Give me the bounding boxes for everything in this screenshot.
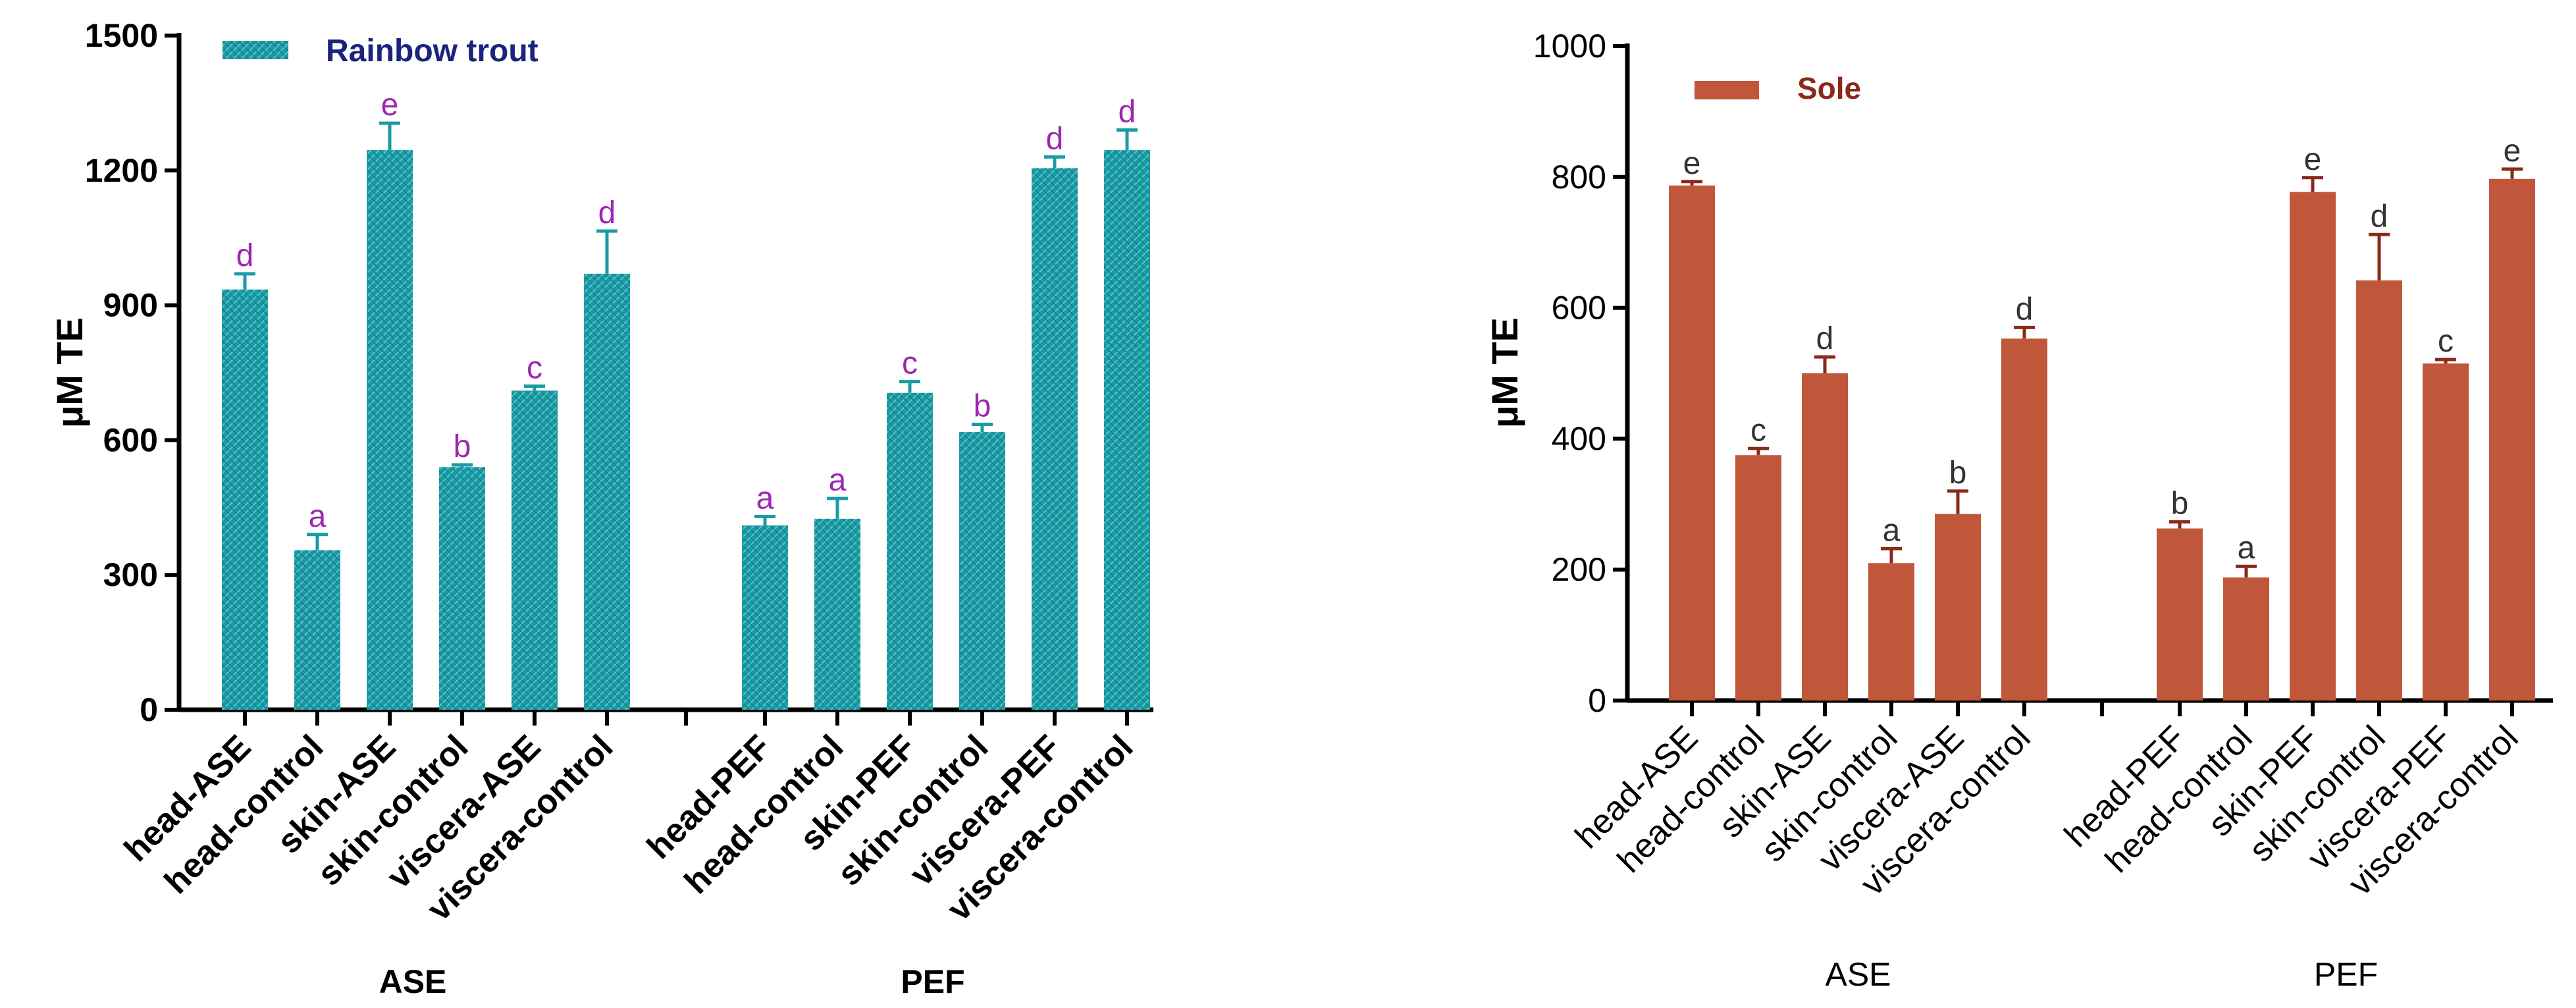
- rainbow-trout-significance-letter: e: [381, 88, 399, 122]
- rainbow-trout-significance-letter: b: [974, 389, 991, 424]
- rainbow-trout-y-tick-label: 1200: [85, 152, 158, 189]
- sole-bar-ase-skin-ASE: [1802, 373, 1848, 701]
- sole-significance-letter: a: [1883, 513, 1901, 548]
- rainbow-trout-group-label-ase: ASE: [379, 963, 447, 1000]
- rainbow-trout-significance-letter: c: [902, 346, 918, 381]
- sole-group-label-ase: ASE: [1825, 956, 1891, 993]
- sole-significance-letter: b: [2171, 487, 2189, 521]
- sole-legend-label: Sole: [1797, 71, 1861, 105]
- sole-y-tick-label: 0: [1588, 682, 1606, 719]
- rainbow-trout-bar-pef-viscera-control: [1104, 150, 1150, 710]
- rainbow-trout-y-tick-label: 300: [103, 556, 158, 593]
- sole-bar-ase-viscera-control: [2001, 338, 2047, 701]
- sole-legend-swatch: [1695, 81, 1759, 99]
- sole-group-label-pef: PEF: [2314, 956, 2378, 993]
- rainbow-trout-bar-pef-viscera-PEF: [1032, 168, 1078, 710]
- rainbow-trout-bar-pef-skin-PEF: [887, 392, 933, 710]
- rainbow-trout-y-tick-label: 900: [103, 287, 158, 324]
- rainbow-trout-bar-ase-head-control: [294, 550, 340, 710]
- rainbow-trout-legend-label: Rainbow trout: [326, 34, 539, 68]
- sole-y-tick-label: 1000: [1533, 28, 1606, 65]
- sole-y-tick-label: 600: [1552, 290, 1606, 327]
- sole-significance-letter: d: [1816, 321, 1834, 356]
- sole-bar-pef-skin-PEF: [2290, 192, 2336, 701]
- rainbow-trout-legend-swatch: [223, 41, 288, 59]
- rainbow-trout-y-tick-label: 1500: [85, 17, 158, 54]
- sole-y-tick-label: 800: [1552, 159, 1606, 196]
- rainbow-trout-bar-pef-head-PEF: [742, 525, 788, 710]
- sole-significance-letter: d: [2016, 292, 2034, 327]
- sole-y-tick-label: 200: [1552, 551, 1606, 588]
- sole-bar-pef-head-PEF: [2157, 528, 2203, 701]
- rainbow-trout-bar-ase-viscera-ASE: [512, 390, 558, 710]
- rainbow-trout-significance-letter: d: [236, 238, 254, 273]
- sole-bar-ase-viscera-ASE: [1935, 514, 1981, 701]
- rainbow-trout-y-tick-label: 600: [103, 421, 158, 458]
- sole-bar-ase-head-control: [1735, 455, 1781, 701]
- rainbow-trout-significance-letter: c: [527, 350, 542, 385]
- rainbow-trout-group-label-pef: PEF: [901, 963, 964, 1000]
- sole-significance-letter: a: [2238, 531, 2255, 566]
- rainbow-trout-bar-pef-skin-control: [959, 432, 1005, 710]
- rainbow-trout-bar-pef-head-control: [814, 518, 860, 710]
- sole-y-tick-label: 400: [1552, 420, 1606, 457]
- sole-significance-letter: c: [2438, 324, 2454, 359]
- sole-significance-letter: e: [2504, 134, 2521, 169]
- sole-significance-letter: d: [2371, 199, 2388, 234]
- rainbow-trout-significance-letter: d: [1046, 121, 1064, 156]
- rainbow-trout-bar-ase-skin-control: [439, 467, 485, 710]
- sole-bar-pef-viscera-PEF: [2423, 363, 2469, 701]
- sole-y-axis-label: μM TE: [1484, 317, 1525, 428]
- rainbow-trout-bar-ase-head-ASE: [222, 289, 268, 710]
- sole-significance-letter: c: [1750, 413, 1766, 448]
- sole-significance-letter: e: [2304, 142, 2322, 177]
- rainbow-trout-significance-letter: b: [454, 429, 471, 464]
- rainbow-trout-significance-letter: a: [829, 463, 847, 498]
- sole-significance-letter: b: [1949, 456, 1967, 491]
- sole-bar-ase-head-ASE: [1669, 185, 1715, 701]
- sole-bar-ase-skin-control: [1868, 563, 1914, 701]
- rainbow-trout-y-axis-label: μM TE: [49, 317, 90, 428]
- rainbow-trout-significance-letter: a: [756, 481, 774, 516]
- rainbow-trout-significance-letter: d: [598, 196, 616, 230]
- rainbow-trout-significance-letter: a: [309, 499, 327, 534]
- sole-significance-letter: e: [1683, 146, 1701, 181]
- rainbow-trout-significance-letter: d: [1118, 94, 1136, 129]
- sole-bar-pef-head-control: [2223, 577, 2269, 701]
- sole-bar-pef-skin-control: [2356, 280, 2402, 701]
- sole-bar-pef-viscera-control: [2489, 178, 2535, 701]
- rainbow-trout-bar-ase-skin-ASE: [367, 150, 413, 710]
- rainbow-trout-y-tick-label: 0: [140, 691, 158, 728]
- rainbow-trout-bar-ase-viscera-control: [584, 273, 630, 710]
